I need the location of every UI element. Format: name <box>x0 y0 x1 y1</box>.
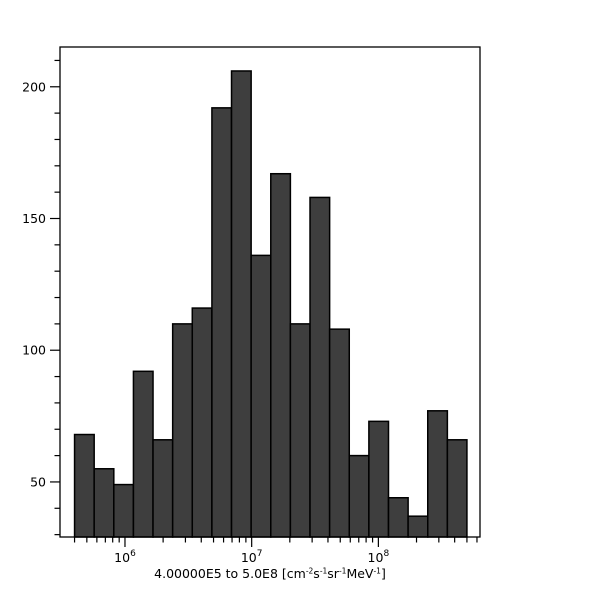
x-tick-label: 108 <box>368 549 390 565</box>
histogram-bar <box>387 497 409 538</box>
histogram-bar <box>289 323 311 538</box>
x-axis-tick-labels: 106 107 108 <box>114 549 389 565</box>
histogram-bar <box>250 254 272 538</box>
x-tick-label: 107 <box>241 549 263 565</box>
histogram-bar <box>191 307 213 538</box>
histogram-bar <box>211 107 233 538</box>
y-tick-label: 200 <box>22 79 46 94</box>
y-axis-tick-labels: 50 100 150 200 <box>22 79 46 489</box>
plot-frame <box>59 46 481 538</box>
histogram-bars <box>73 70 468 538</box>
x-axis-label: 4.00000E5 to 5.0E8 [cm-2​s-1​sr-1​MeV-1​… <box>154 566 386 581</box>
x-tick-label: 106 <box>114 549 136 565</box>
histogram-bar <box>427 410 449 538</box>
y-axis-ticks <box>50 59 60 536</box>
histogram-bar <box>73 433 95 538</box>
histogram-bar <box>368 420 390 538</box>
x-axis-ticks <box>73 537 478 547</box>
histogram-bar <box>152 439 174 538</box>
y-tick-label: 50 <box>30 474 46 489</box>
histogram-bar <box>309 196 331 538</box>
histogram-bar <box>407 515 429 538</box>
histogram-bar <box>171 323 194 538</box>
histogram-bar <box>446 439 468 538</box>
histogram-bar <box>270 172 292 538</box>
histogram-bar <box>328 328 351 538</box>
histogram-bar <box>132 370 154 538</box>
y-tick-label: 150 <box>22 211 46 226</box>
y-tick-label: 100 <box>22 343 46 358</box>
histogram-bar <box>113 483 135 538</box>
histogram-bar <box>230 70 252 538</box>
histogram-bar <box>348 454 370 538</box>
histogram-bar <box>93 468 115 538</box>
